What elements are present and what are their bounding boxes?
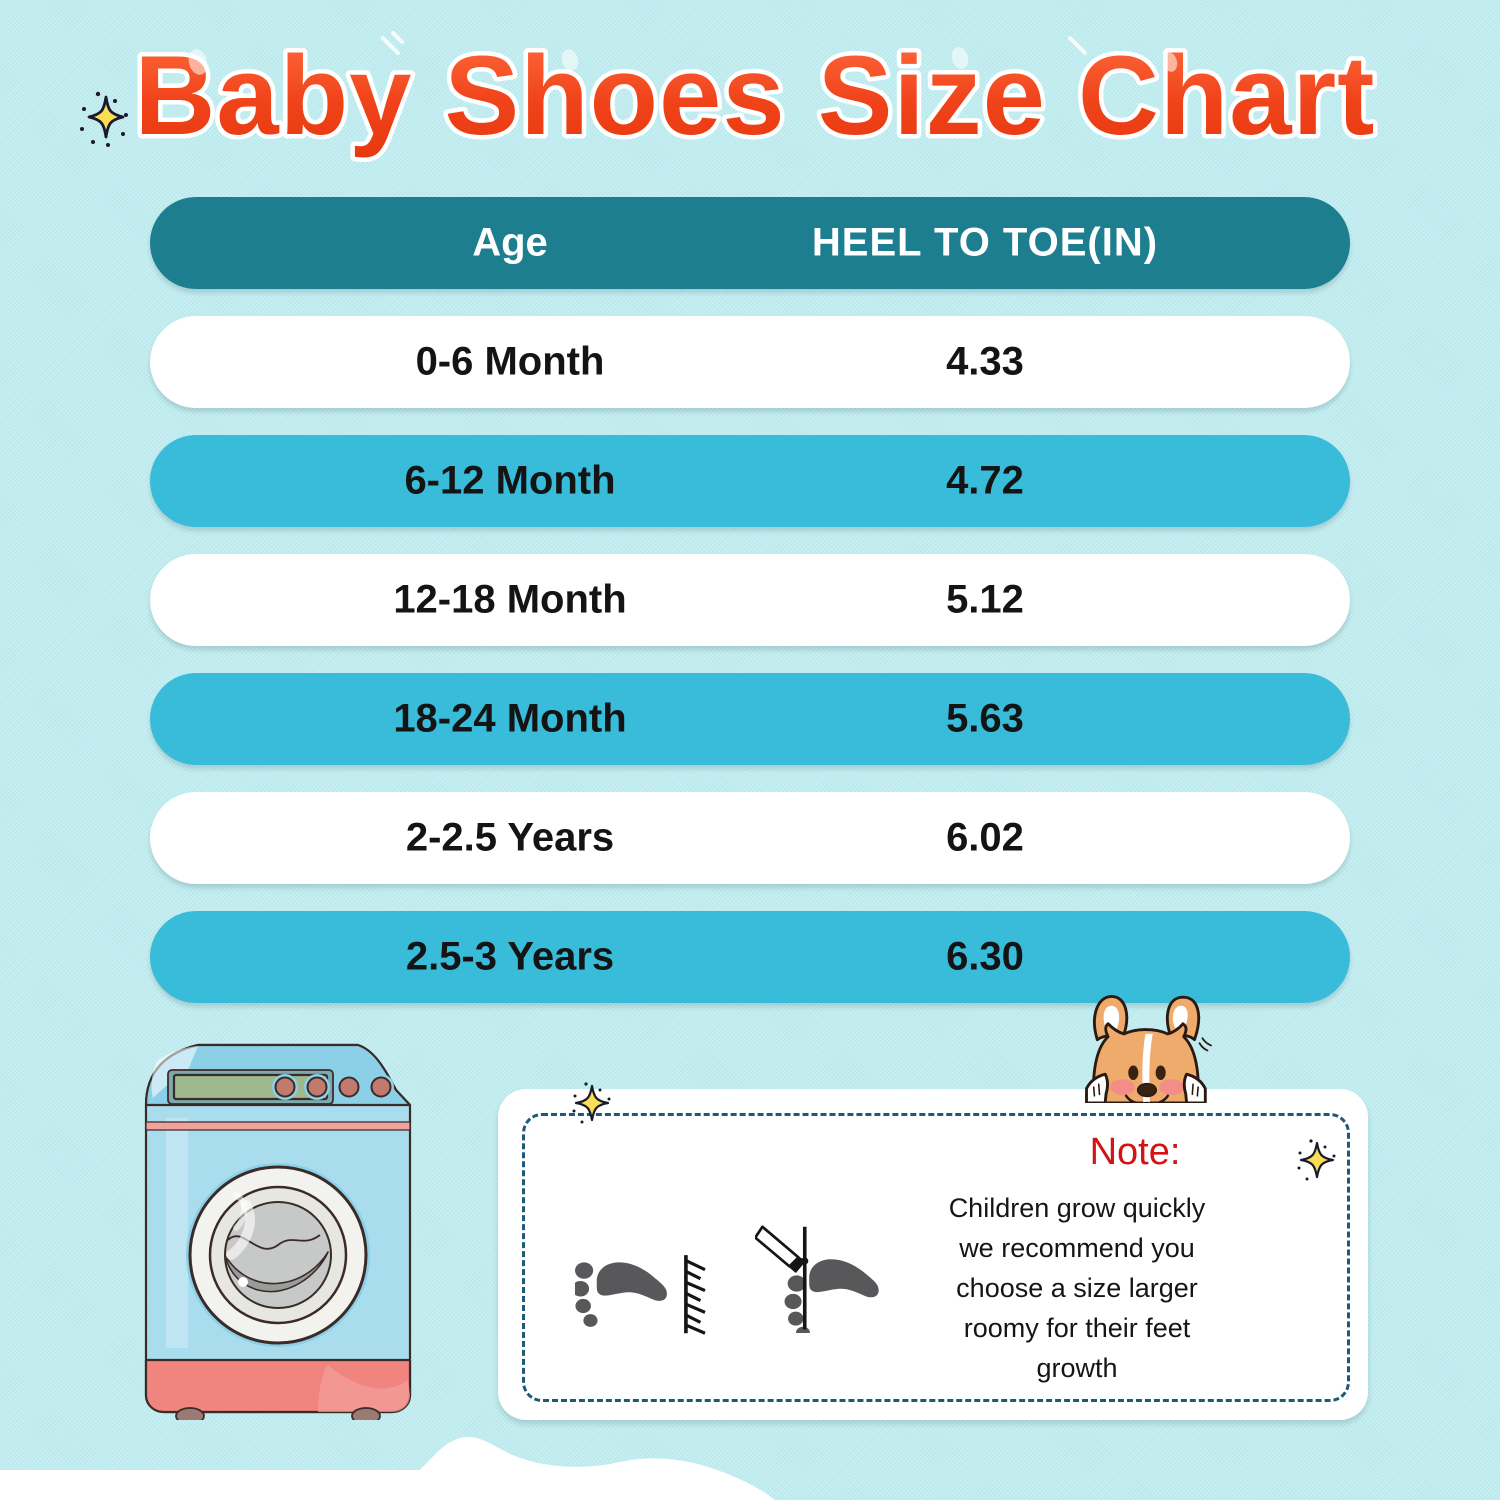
svg-text:Baby Shoes Size Chart: Baby Shoes Size Chart: [135, 33, 1376, 158]
